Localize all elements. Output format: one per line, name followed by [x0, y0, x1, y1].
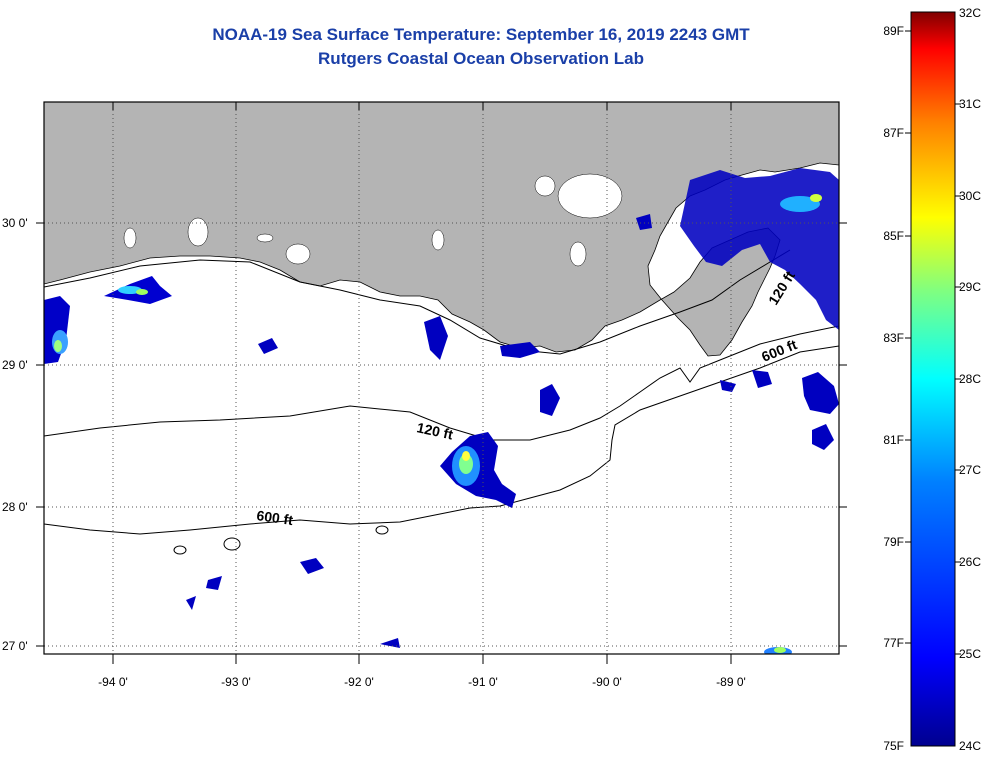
colorbar-label-c: 24C	[959, 739, 981, 753]
sst-patches	[44, 168, 839, 654]
colorbar-label-f: 85F	[883, 229, 904, 243]
colorbar-label-f: 75F	[883, 739, 904, 753]
colorbar	[910, 11, 956, 747]
colorbar-label-c: 30C	[959, 189, 981, 203]
colorbar-label-f: 89F	[883, 24, 904, 38]
lat-label: 29 0'	[2, 358, 28, 372]
map-graticule	[44, 102, 839, 654]
contour-label: 600 ft	[256, 507, 295, 528]
colorbar-label-c: 31C	[959, 97, 981, 111]
colorbar-label-c: 27C	[959, 463, 981, 477]
colorbar-label-f: 77F	[883, 636, 904, 650]
colorbar-label-c: 28C	[959, 372, 981, 386]
map-ticks	[36, 102, 847, 664]
map-subtitle: Rutgers Coastal Ocean Observation Lab	[318, 49, 644, 68]
lon-label: -89 0'	[716, 675, 746, 689]
colorbar-ticks	[905, 30, 961, 655]
colorbar-label-f: 81F	[883, 433, 904, 447]
lon-label: -93 0'	[221, 675, 251, 689]
bathymetry-contours	[44, 249, 839, 555]
colorbar-label-c: 25C	[959, 647, 981, 661]
colorbar-label-c: 26C	[959, 555, 981, 569]
lon-label: -94 0'	[98, 675, 128, 689]
lon-label: -92 0'	[344, 675, 374, 689]
colorbar-label-f: 79F	[883, 535, 904, 549]
map-title: NOAA-19 Sea Surface Temperature: Septemb…	[212, 25, 750, 44]
lat-label: 27 0'	[2, 639, 28, 653]
map-frame	[43, 101, 840, 655]
lat-label: 28 0'	[2, 500, 28, 514]
inland-lakes	[123, 173, 623, 267]
colorbar-label-c: 32C	[959, 6, 981, 20]
lat-label: 30 0'	[2, 216, 28, 230]
colorbar-label-f: 87F	[883, 126, 904, 140]
colorbar-label-c: 29C	[959, 280, 981, 294]
lon-label: -90 0'	[592, 675, 622, 689]
contour-label: 120 ft	[415, 419, 454, 442]
colorbar-label-f: 83F	[883, 331, 904, 345]
lon-label: -91 0'	[468, 675, 498, 689]
